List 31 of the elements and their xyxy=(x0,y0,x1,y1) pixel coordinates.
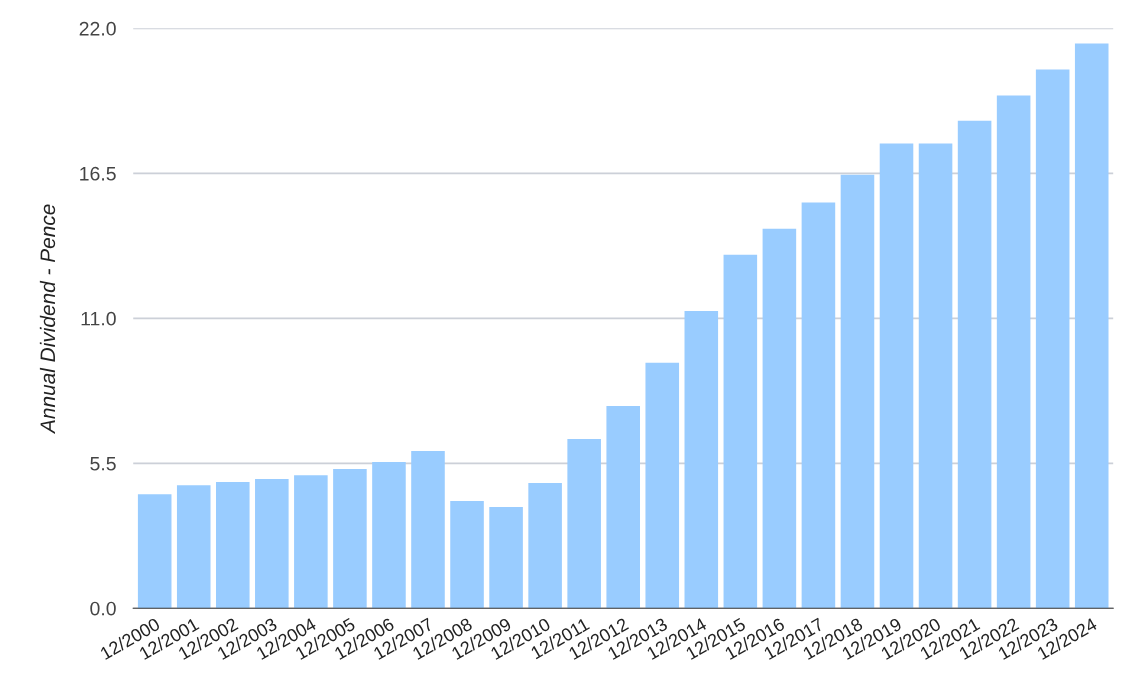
bar xyxy=(762,228,797,609)
bar xyxy=(215,482,250,609)
bar xyxy=(411,450,445,609)
bar xyxy=(567,439,601,609)
y-tick-label: 16.5 xyxy=(80,166,116,181)
bar xyxy=(606,406,640,609)
y-tick-label: 11.0 xyxy=(81,311,116,326)
y-tick-label: 0.0 xyxy=(90,601,116,616)
bar xyxy=(840,174,875,609)
bar xyxy=(684,310,719,609)
bar xyxy=(372,461,406,609)
bar xyxy=(723,254,758,609)
y-tick-label: 22.0 xyxy=(79,21,116,36)
bar xyxy=(294,475,328,609)
bar xyxy=(450,500,484,609)
bar xyxy=(957,120,992,609)
bar xyxy=(333,469,367,609)
bar xyxy=(879,143,914,609)
bar xyxy=(528,483,562,609)
y-axis-title: Annual Dividend - Pence xyxy=(39,204,56,434)
bar xyxy=(176,485,211,609)
y-tick-label: 5.5 xyxy=(90,456,116,471)
bar xyxy=(801,202,836,609)
bar xyxy=(137,494,172,609)
bar xyxy=(1074,43,1109,609)
bar xyxy=(489,507,523,609)
bar xyxy=(255,479,289,609)
bar xyxy=(1035,69,1070,609)
bar xyxy=(918,143,953,609)
bar xyxy=(645,362,680,609)
bar xyxy=(996,95,1031,609)
